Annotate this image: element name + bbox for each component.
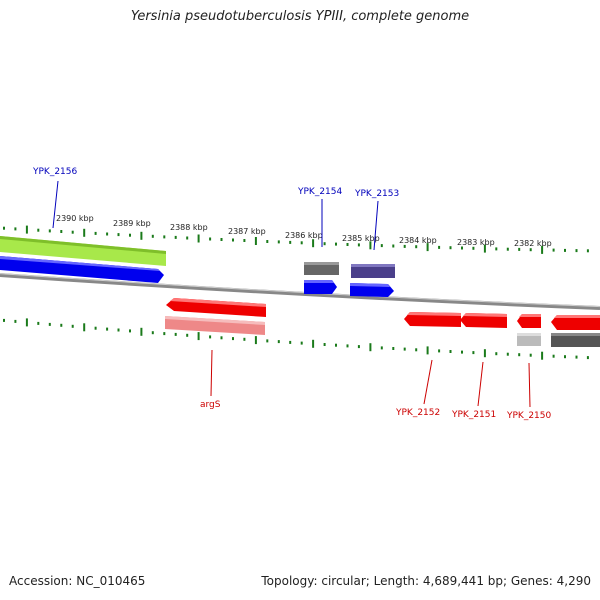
gene-ypk-2151-arrow[interactable] [460,313,507,328]
label-ypk-2150: YPK_2150 [506,411,552,421]
leader-args [210,349,213,397]
leader-ypk-2152 [423,359,433,405]
tick-label-2383: 2383 kbp [457,238,495,247]
gene-ypk-2154-arrow[interactable] [304,280,337,294]
tick-label-2386: 2386 kbp [285,231,323,240]
tick-row-bottom [3,318,589,360]
tick-label-2387: 2387 kbp [228,227,266,236]
leader-ypk-2150 [528,362,531,408]
feature-slate-block [351,264,395,278]
label-ypk-2156: YPK_2156 [32,167,78,177]
gene-ypk-2152-arrow[interactable] [404,312,461,327]
feature-gray-block [304,262,339,275]
feature-dark-gray-block [551,333,600,347]
feature-pink-block [165,316,265,335]
tick-label-2388: 2388 kbp [170,223,208,232]
tick-label-2389: 2389 kbp [113,219,151,228]
gene-ypk-2150-arrow[interactable] [517,314,541,328]
tick-row-top [3,225,589,254]
label-ypk-2152: YPK_2152 [395,408,440,418]
tick-label-2384: 2384 kbp [399,236,437,245]
label-args: argS [200,400,221,410]
map-title: Yersinia pseudotuberculosis YPIII, compl… [130,9,470,24]
feature-light-gray-block [517,333,541,346]
leader-ypk-2153 [373,200,379,251]
tick-label-2385: 2385 kbp [342,234,380,243]
leader-ypk-2156 [52,180,59,229]
accession-text: Accession: NC_010465 [9,574,146,588]
highlight-region [0,236,166,266]
gene-ypk-2156-arrow[interactable] [0,256,164,283]
label-ypk-2153: YPK_2153 [354,189,399,199]
label-ypk-2151: YPK_2151 [451,410,496,420]
genome-backbone-highlight [0,273,600,308]
tick-label-2382: 2382 kbp [514,239,552,248]
label-ypk-2154: YPK_2154 [297,187,343,197]
gene-args-arrow[interactable] [166,298,266,317]
gene-partial-arrow-right[interactable] [551,315,600,330]
genome-backbone [0,273,600,310]
tick-label-2390: 2390 kbp [56,214,94,223]
gene-ypk-2153-arrow[interactable] [350,283,394,297]
genome-summary-text: Topology: circular; Length: 4,689,441 bp… [261,574,591,588]
leader-ypk-2151 [477,361,484,407]
